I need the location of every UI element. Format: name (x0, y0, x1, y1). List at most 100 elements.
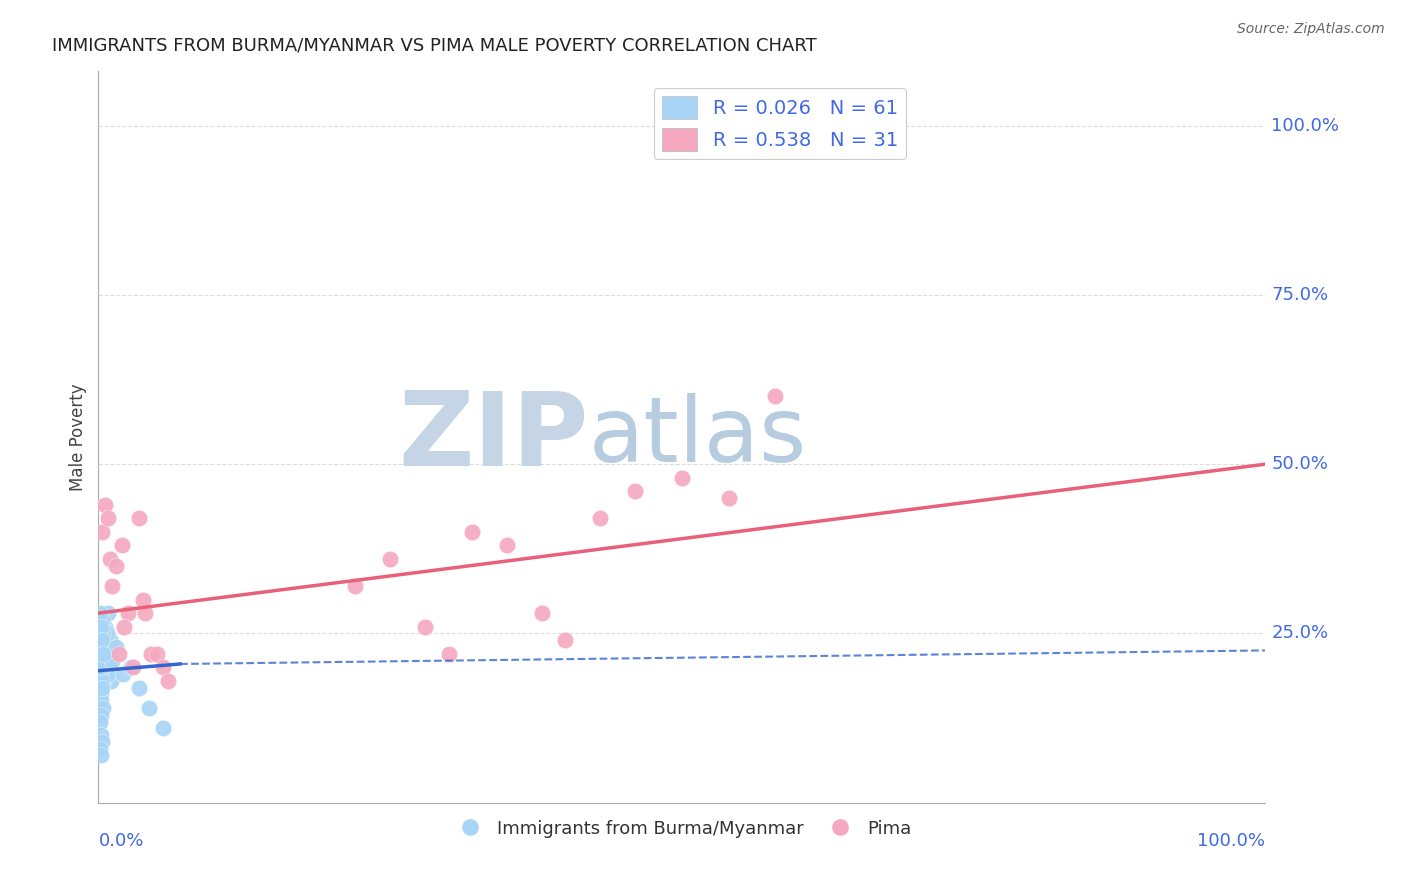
Point (97, 606, 120, 620)
Point (90, 633, 112, 648)
Text: ZIP: ZIP (398, 386, 589, 488)
Point (90, 640, 112, 654)
Point (91, 647, 114, 661)
Point (111, 538, 134, 552)
Point (90, 633, 112, 648)
Point (93, 654, 115, 668)
Y-axis label: Male Poverty: Male Poverty (69, 384, 87, 491)
Point (589, 511, 612, 525)
Point (717, 491, 740, 505)
Point (94, 620, 117, 634)
Point (128, 681, 150, 695)
Point (91, 620, 114, 634)
Point (96, 667, 118, 681)
Point (344, 579, 367, 593)
Point (380, 552, 402, 566)
Point (530, 606, 553, 620)
Point (117, 606, 139, 620)
Point (122, 660, 145, 674)
Point (108, 647, 131, 661)
Point (90, 748, 112, 763)
Point (90, 728, 112, 742)
Text: 100.0%: 100.0% (1198, 832, 1265, 850)
Point (89, 741, 111, 756)
Point (90, 613, 112, 627)
Point (101, 579, 124, 593)
Text: 100.0%: 100.0% (1271, 117, 1340, 135)
Point (89, 660, 111, 674)
Point (90, 694, 112, 708)
Point (104, 558, 127, 573)
Point (91, 660, 114, 674)
Point (94, 647, 117, 661)
Point (90, 660, 112, 674)
Point (101, 654, 124, 668)
Point (94, 660, 117, 674)
Point (152, 721, 174, 735)
Point (90, 633, 112, 648)
Text: atlas: atlas (589, 393, 807, 481)
Point (461, 524, 484, 539)
Point (91, 647, 114, 661)
Text: 0.0%: 0.0% (98, 832, 143, 850)
Point (624, 484, 647, 499)
Point (97, 654, 120, 668)
Point (94, 498, 117, 512)
Point (90, 524, 112, 539)
Point (554, 633, 576, 648)
Point (91, 673, 114, 688)
Point (89, 667, 111, 681)
Point (157, 673, 180, 688)
Point (90, 707, 112, 722)
Point (97, 667, 120, 681)
Point (496, 538, 519, 552)
Point (97, 511, 120, 525)
Point (90, 667, 112, 681)
Point (90, 673, 112, 688)
Point (90, 654, 112, 668)
Point (104, 640, 127, 654)
Text: IMMIGRANTS FROM BURMA/MYANMAR VS PIMA MALE POVERTY CORRELATION CHART: IMMIGRANTS FROM BURMA/MYANMAR VS PIMA MA… (52, 37, 817, 54)
Point (146, 647, 169, 661)
Point (90, 681, 112, 695)
Point (90, 681, 112, 695)
Point (152, 660, 174, 674)
Point (93, 660, 115, 674)
Point (90, 735, 112, 749)
Point (90, 681, 112, 695)
Point (112, 620, 135, 634)
Point (90, 688, 112, 702)
Point (89, 714, 111, 729)
Point (89, 660, 111, 674)
Point (671, 471, 693, 485)
Point (763, 389, 786, 403)
Point (111, 667, 134, 681)
Point (120, 660, 142, 674)
Point (138, 701, 160, 715)
Point (90, 673, 112, 688)
Point (89, 613, 111, 627)
Point (94, 667, 117, 681)
Point (139, 647, 162, 661)
Point (94, 640, 117, 654)
Point (91, 647, 114, 661)
Text: 75.0%: 75.0% (1271, 285, 1329, 304)
Point (98, 552, 121, 566)
Text: Source: ZipAtlas.com: Source: ZipAtlas.com (1237, 22, 1385, 37)
Point (98, 633, 121, 648)
Point (437, 647, 460, 661)
Point (93, 626, 115, 640)
Point (413, 620, 436, 634)
Legend: Immigrants from Burma/Myanmar, Pima: Immigrants from Burma/Myanmar, Pima (446, 813, 918, 845)
Point (89, 606, 111, 620)
Text: 50.0%: 50.0% (1271, 455, 1329, 473)
Point (97, 654, 120, 668)
Point (90, 647, 112, 661)
Point (128, 511, 150, 525)
Point (96, 626, 118, 640)
Point (132, 592, 155, 607)
Point (97, 640, 120, 654)
Text: 25.0%: 25.0% (1271, 624, 1329, 642)
Point (100, 673, 122, 688)
Point (91, 701, 114, 715)
